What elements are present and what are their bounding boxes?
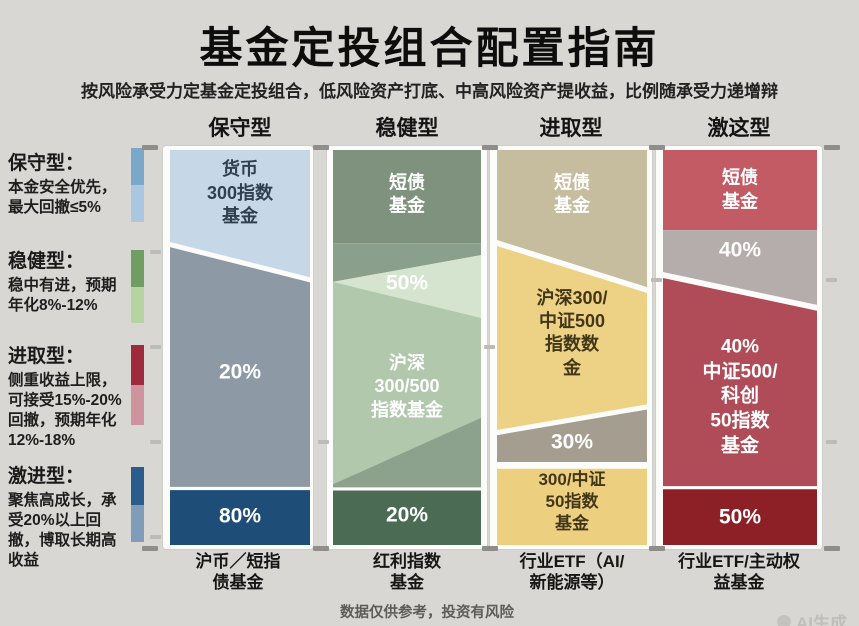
registration-tick <box>826 440 837 444</box>
swatch-top <box>131 467 144 505</box>
registration-tick <box>651 278 662 282</box>
registration-tick <box>649 145 665 150</box>
column-header-steady: 稳健型 <box>375 117 439 140</box>
registration-tick <box>313 546 329 551</box>
swatch-top <box>131 250 144 287</box>
watermark-text: AI生成 <box>796 614 847 626</box>
column-footer-aggressive: 行业ETF/主动权 益基金 <box>678 552 800 593</box>
risk-profile-name: 激进型： <box>8 466 85 487</box>
risk-profile-conservative: 保守型： 本金安全优先， 最大回撤≤5% <box>8 148 126 218</box>
allocation-stack-steady: 短债 基金 50% 沪深300/500 指数基金 20% <box>333 150 481 545</box>
column-header-aggressive: 激这型 <box>707 117 771 140</box>
registration-tick <box>142 145 158 150</box>
risk-profile-desc: 聚焦高成长，承 受20%以上回 撤，博取长期高 收益 <box>8 492 117 570</box>
segment-zz500-kc50 <box>663 277 817 487</box>
risk-profile-desc: 侧重收益上限， 可接受15%-20% 回撤，预期年化 12%-18% <box>8 372 122 450</box>
swatch-bottom <box>131 504 144 542</box>
segment-label: 短债 基金 <box>389 172 425 217</box>
segment-label: 短债 基金 <box>554 172 590 217</box>
swatch-bottom <box>131 286 144 323</box>
segment-80pct <box>170 490 310 545</box>
registration-tick <box>649 546 665 551</box>
registration-tick <box>484 345 495 349</box>
segment-50pct <box>663 489 817 545</box>
segment-percent: 50% <box>385 271 429 295</box>
segment-20pct <box>333 490 481 545</box>
swatch-top <box>131 148 144 185</box>
swatch-top <box>131 345 144 385</box>
segment-label: 300/中证50指数 基金 <box>538 469 606 533</box>
registration-tick <box>150 535 161 539</box>
segment-20pct <box>170 247 310 487</box>
swatch-bottom <box>131 385 144 425</box>
segment-percent: 30% <box>550 430 594 454</box>
risk-profile-desc: 本金安全优先， 最大回撤≤5% <box>8 179 117 217</box>
segment-percent: 40% <box>718 238 762 262</box>
segment-short-bond <box>333 150 481 244</box>
segment-300-zz50 <box>497 468 647 545</box>
segment-percent: 20% <box>218 360 262 384</box>
segment-label: 沪深300/500 指数基金 <box>371 352 443 420</box>
segment-label: 沪深300/ 中证500指数数 金 <box>536 287 608 379</box>
ai-watermark: AI生成 <box>777 609 847 626</box>
registration-tick <box>826 278 837 282</box>
segment-label: 短债 基金 <box>722 167 758 212</box>
risk-profile-name: 保守型： <box>8 153 85 174</box>
page-subtitle: 按风险承受力定基金定投组合，低风险资产打底、中高风险资产提收益，比例随承受力递增… <box>81 82 778 101</box>
page-title: 基金定投组合配置指南 <box>199 25 660 73</box>
column-header-conservative: 保守型 <box>208 117 272 140</box>
registration-tick <box>318 440 329 444</box>
risk-profile-name: 稳健型： <box>8 251 85 272</box>
registration-tick <box>150 440 161 444</box>
risk-profile-desc: 稳中有进，预期 年化8%-12% <box>8 277 117 315</box>
risk-profile-aggressive: 激进型： 聚焦高成长，承 受20%以上回 撤，博取长期高 收益 <box>8 461 126 572</box>
risk-profile-name: 进取型： <box>8 346 85 367</box>
risk-color-swatch-enterprising <box>131 345 144 425</box>
column-footer-conservative: 沪币／短指 债基金 <box>195 552 281 593</box>
segment-percent: 20% <box>385 503 429 527</box>
risk-color-swatch-steady <box>131 250 144 323</box>
registration-tick <box>150 250 161 254</box>
risk-color-swatch-aggressive <box>131 467 144 542</box>
risk-color-swatch-conservative <box>131 148 144 222</box>
column-header-enterprising: 进取型 <box>539 117 603 140</box>
segment-label: 货币 300指数基金 <box>206 159 274 227</box>
registration-tick <box>824 546 840 551</box>
allocation-stack-enterprising: 短债 基金 沪深300/ 中证500指数数 金 30% 300/中证50指数 基… <box>497 150 647 545</box>
column-footer-enterprising: 行业ETF（AI/ 新能源等） <box>519 552 625 593</box>
registration-tick <box>142 546 158 551</box>
registration-tick <box>824 145 840 150</box>
watermark-logo-icon <box>777 614 791 626</box>
segment-percent: 80% <box>218 504 262 528</box>
disclaimer-note: 数据仅供参考，投资有风险 <box>340 605 514 621</box>
registration-tick <box>313 145 329 150</box>
segment-short-bond <box>663 150 817 231</box>
segment-label: 40% 中证500/科创 50指数基金 <box>702 336 778 456</box>
swatch-bottom <box>131 185 144 222</box>
allocation-stack-conservative: 货币 300指数基金 20% 80% <box>170 150 310 545</box>
column-footer-steady: 红利指数 基金 <box>373 552 441 593</box>
registration-tick <box>482 145 498 150</box>
allocation-stack-aggressive: 短债 基金 40% 40% 中证500/科创 50指数基金 50% <box>663 150 817 545</box>
registration-tick <box>150 345 161 349</box>
risk-profile-steady: 稳健型： 稳中有进，预期 年化8%-12% <box>8 246 126 316</box>
segment-percent: 50% <box>718 505 762 529</box>
registration-tick <box>482 546 498 551</box>
risk-profile-enterprising: 进取型： 侧重收益上限， 可接受15%-20% 回撤，预期年化 12%-18% <box>8 341 126 452</box>
